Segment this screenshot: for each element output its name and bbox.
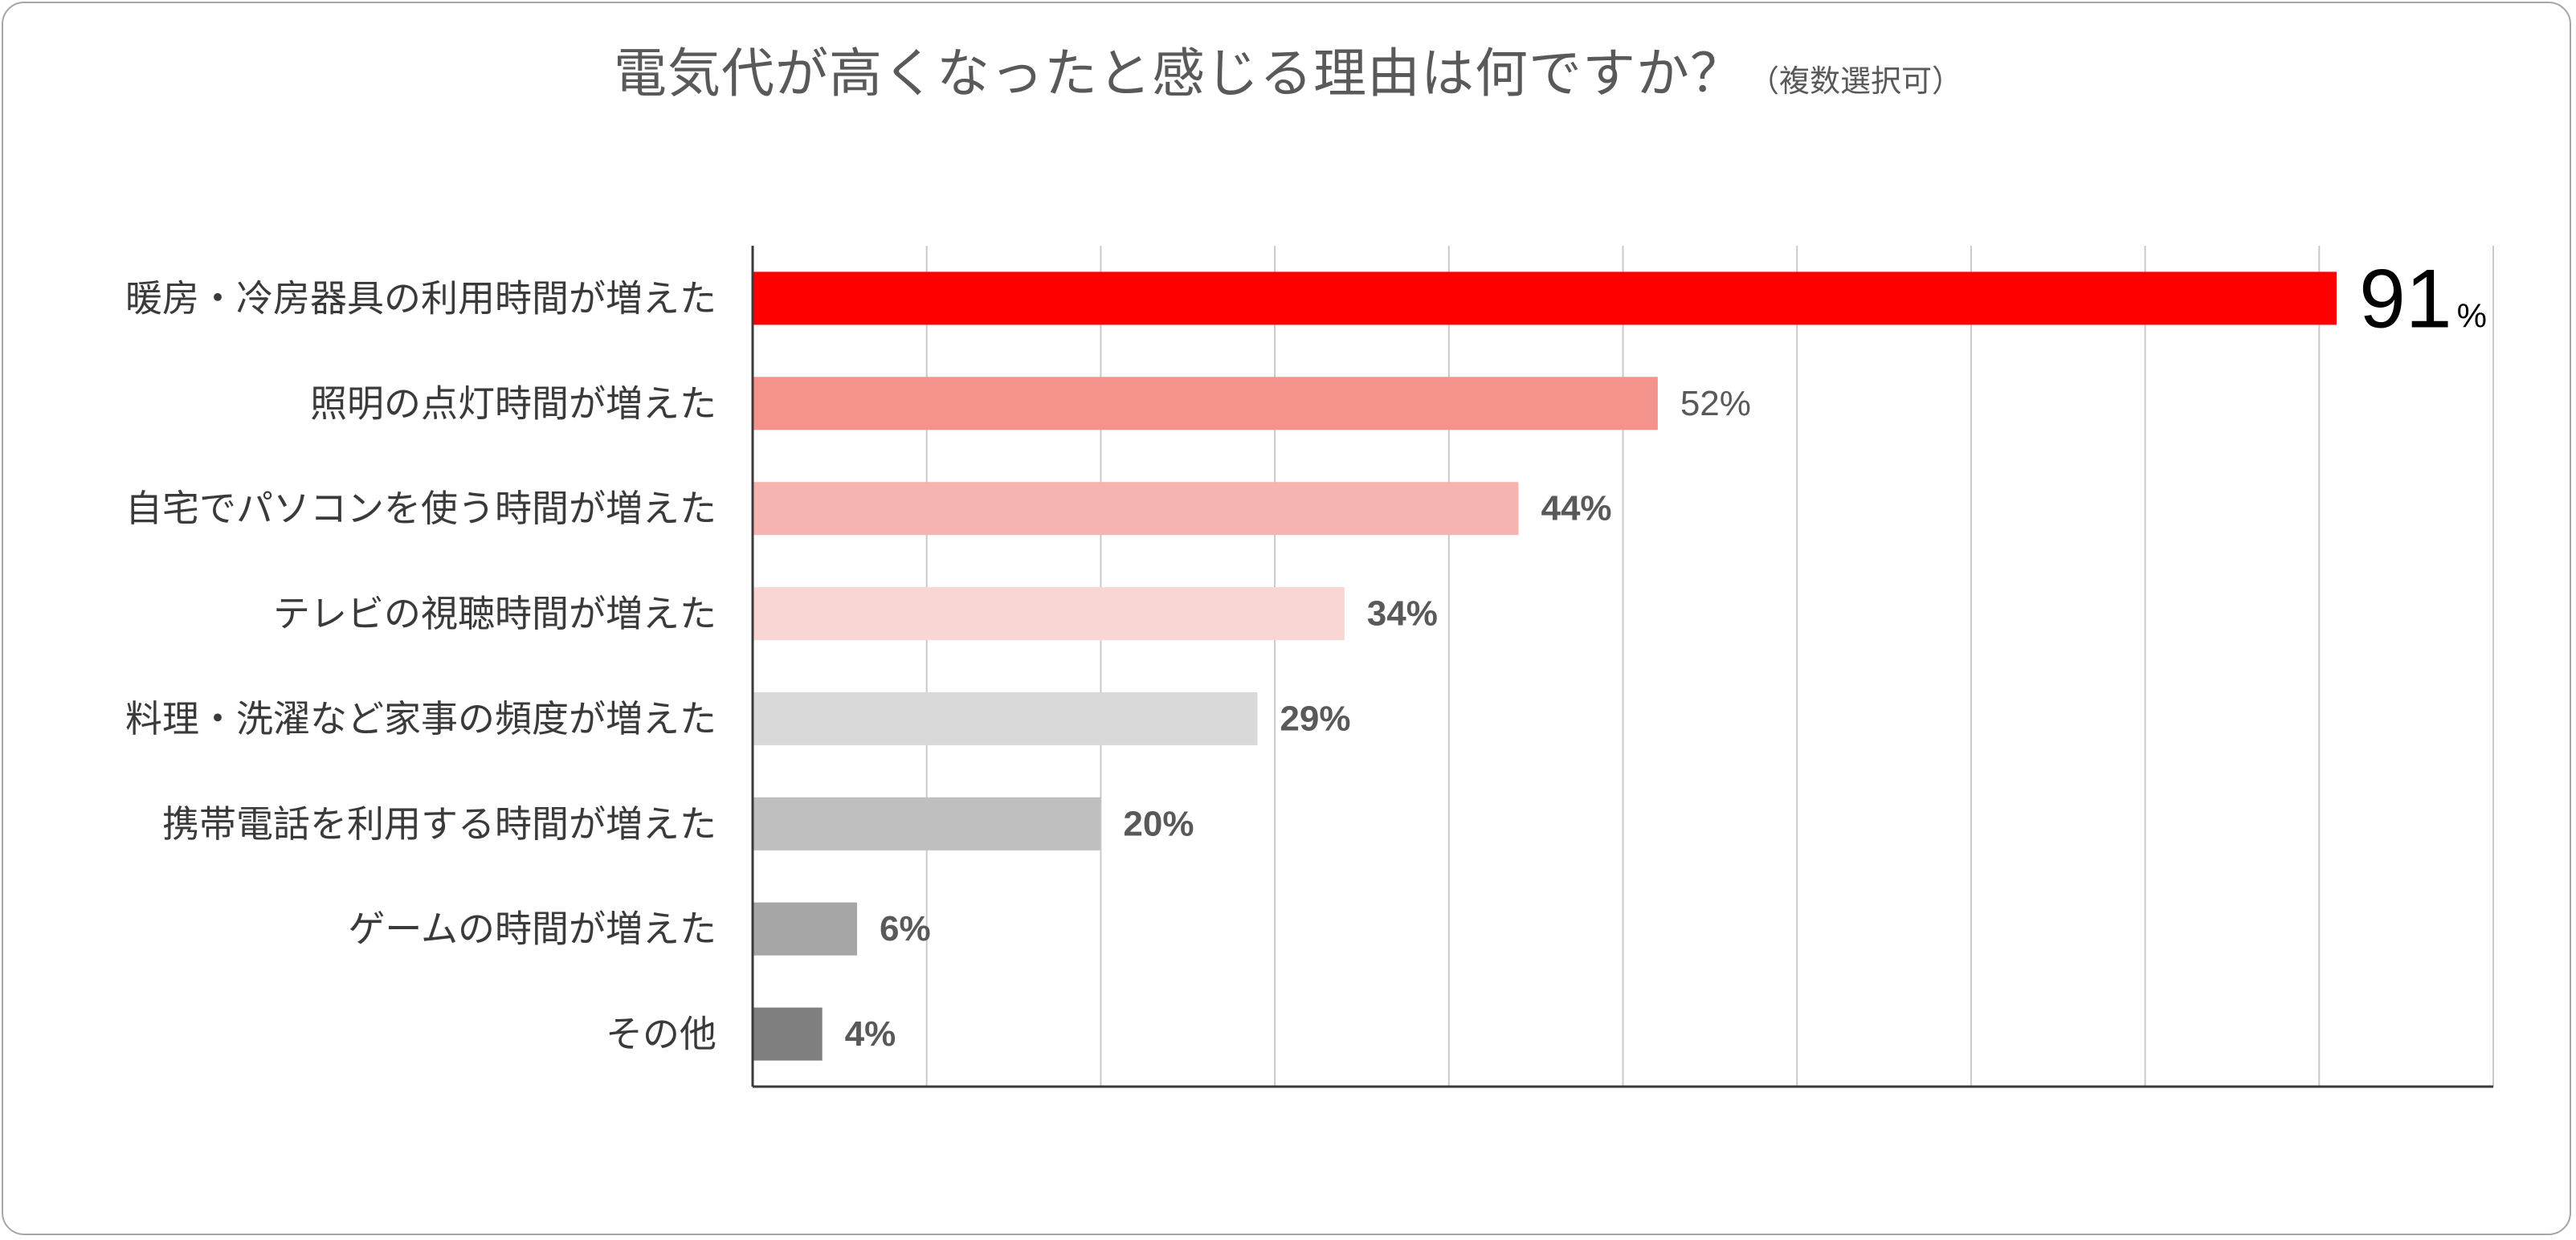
chart-subtitle: （複数選択可） [1748,63,1962,99]
bar [753,377,1658,430]
category-label: 暖房・冷房器具の利用時間が増えた [125,276,716,320]
chart-title-row: 電気代が高くなったと感じる理由は何ですか？ （複数選択可） [0,31,2576,108]
category-label: 携帯電話を利用する時間が増えた [162,802,716,846]
category-label: 自宅でパソコンを使う時間が増えた [125,487,716,530]
category-label: その他 [606,1013,716,1056]
gridlines [925,246,2494,1087]
value-label: 6% [880,909,931,948]
bar [753,902,858,956]
bar [753,797,1101,850]
value-label: 34% [1367,594,1438,634]
category-label: 照明の点灯時間が増えた [310,381,716,425]
axes [751,246,2493,1088]
bar [753,587,1345,641]
bar [753,482,1519,536]
bar [753,271,2337,325]
value-label: 4% [845,1014,896,1054]
value-label: 91% [2359,252,2487,345]
category-label: 料理・洗濯など家事の頻度が増えた [125,697,716,740]
bar [753,691,1258,745]
category-labels: 暖房・冷房器具の利用時間が増えた照明の点灯時間が増えた自宅でパソコンを使う時間が… [125,276,716,1055]
value-label: 52% [1680,384,1751,423]
value-label: 20% [1123,804,1194,843]
bar [753,1007,823,1061]
value-label-unit: % [2457,296,2487,334]
value-labels: 91 % 52% 44% 34% 29% 20% 6% 4% [845,252,2487,1054]
bars [753,271,2337,1061]
value-label: 44% [1541,489,1611,528]
chart-title: 電気代が高くなったと感じる理由は何ですか？ [613,43,1744,104]
value-label: 29% [1280,699,1350,738]
category-label: ゲームの時間が増えた [348,908,716,951]
category-label: テレビの視聴時間が増えた [273,592,716,635]
